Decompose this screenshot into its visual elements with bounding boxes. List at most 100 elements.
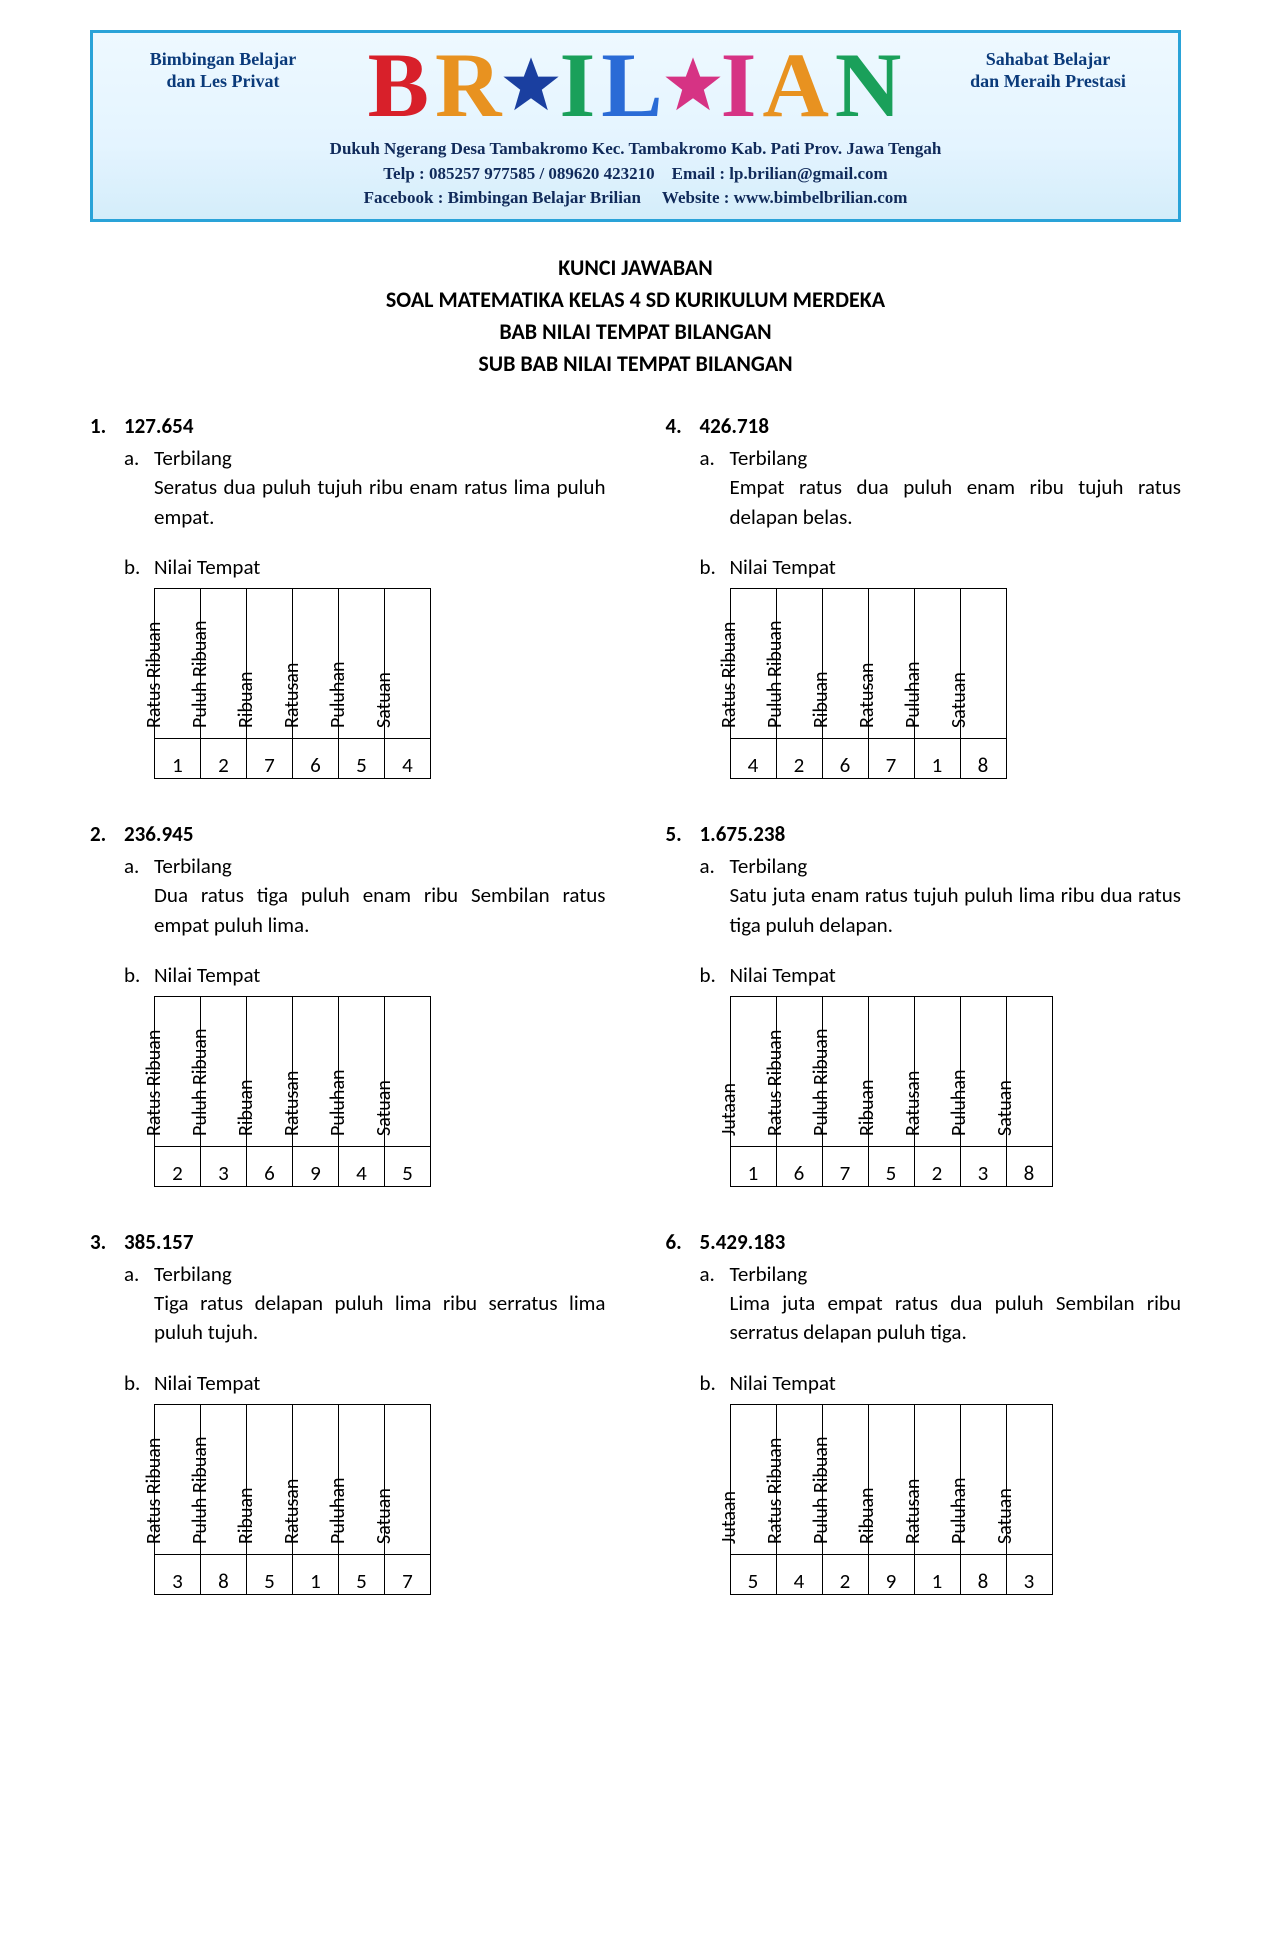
question-heading: 4. 426.718: [666, 413, 1182, 439]
terbilang-label: Terbilang: [730, 1261, 1182, 1287]
title-line-3: BAB NILAI TEMPAT BILANGAN: [90, 316, 1181, 348]
question-value: 5.429.183: [700, 1229, 786, 1255]
table-wrapper: Ratus RibuanPuluh RibuanRibuanRatusanPul…: [730, 588, 1182, 779]
info-phone-email: Telp : 085257 977585 / 089620 423210 Ema…: [113, 162, 1158, 187]
sub-letter-b: b.: [700, 554, 730, 582]
sub-a: a. Terbilang Dua ratus tiga puluh enam r…: [124, 853, 606, 958]
terbilang-text: Tiga ratus delapan puluh lima ribu serra…: [154, 1289, 606, 1348]
brand-letter: A: [762, 39, 830, 131]
question-block: 3. 385.157 a. Terbilang Tiga ratus delap…: [90, 1229, 606, 1595]
table-digit-cell: 5: [339, 1554, 385, 1594]
table-digit-cell: 3: [1006, 1554, 1052, 1594]
sub-b: b. Nilai Tempat: [700, 554, 1182, 582]
table-digit-cell: 8: [1006, 1147, 1052, 1187]
title-line-1: KUNCI JAWABAN: [90, 252, 1181, 284]
header-banner: Bimbingan Belajar dan Les Privat BRILIAN…: [90, 30, 1181, 222]
table-digit-cell: 5: [730, 1554, 776, 1594]
sub-letter-a: a.: [124, 853, 154, 958]
sub-letter-a: a.: [700, 1261, 730, 1366]
sub-b: b. Nilai Tempat: [700, 1370, 1182, 1398]
table-digit-cell: 5: [247, 1554, 293, 1594]
table-digit-cell: 2: [201, 739, 247, 779]
terbilang-text: Dua ratus tiga puluh enam ribu Sembilan …: [154, 881, 606, 940]
table-digit-cell: 7: [868, 739, 914, 779]
terbilang-label: Terbilang: [730, 853, 1182, 879]
column-right: 4. 426.718 a. Terbilang Empat ratus dua …: [666, 413, 1182, 1636]
tagline-right-line1: Sahabat Belajar: [938, 49, 1158, 71]
nilai-tempat-label: Nilai Tempat: [730, 554, 1182, 580]
star-icon: [501, 55, 561, 115]
table-digit-cell: 2: [776, 739, 822, 779]
nilai-tempat-label: Nilai Tempat: [730, 1370, 1182, 1396]
table-wrapper: Ratus RibuanPuluh RibuanRibuanRatusanPul…: [154, 1404, 606, 1595]
banner-top-row: Bimbingan Belajar dan Les Privat BRILIAN…: [113, 43, 1158, 131]
terbilang-label: Terbilang: [730, 445, 1182, 471]
place-value-table: Ratus RibuanPuluh RibuanRibuanRatusanPul…: [154, 996, 431, 1187]
question-number: 2.: [90, 821, 124, 847]
table-digit-cell: 6: [776, 1147, 822, 1187]
table-header-cell: Satuan: [1006, 1404, 1052, 1554]
tagline-right: Sahabat Belajar dan Meraih Prestasi: [938, 43, 1158, 92]
sub-letter-a: a.: [124, 1261, 154, 1366]
question-block: 2. 236.945 a. Terbilang Dua ratus tiga p…: [90, 821, 606, 1187]
brand-letter: I: [721, 39, 759, 131]
sub-letter-b: b.: [124, 1370, 154, 1398]
table-wrapper: Ratus RibuanPuluh RibuanRibuanRatusanPul…: [154, 588, 606, 779]
sub-letter-b: b.: [700, 1370, 730, 1398]
question-value: 236.945: [124, 821, 193, 847]
table-digit-cell: 3: [201, 1147, 247, 1187]
sub-a: a. Terbilang Tiga ratus delapan puluh li…: [124, 1261, 606, 1366]
brand-logo: BRILIAN: [333, 39, 938, 131]
brand-letter: R: [435, 39, 503, 131]
table-digit-cell: 8: [201, 1554, 247, 1594]
table-digit-cell: 6: [822, 739, 868, 779]
table-digit-cell: 3: [155, 1554, 201, 1594]
table-digit-cell: 9: [868, 1554, 914, 1594]
table-digit-cell: 6: [247, 1147, 293, 1187]
sub-b: b. Nilai Tempat: [700, 962, 1182, 990]
terbilang-text: Satu juta enam ratus tujuh puluh lima ri…: [730, 881, 1182, 940]
table-digit-cell: 1: [155, 739, 201, 779]
question-block: 5. 1.675.238 a. Terbilang Satu juta enam…: [666, 821, 1182, 1187]
table-digit-cell: 5: [339, 739, 385, 779]
tagline-right-line2: dan Meraih Prestasi: [938, 71, 1158, 93]
table-wrapper: JutaanRatus RibuanPuluh RibuanRibuanRatu…: [730, 1404, 1182, 1595]
question-heading: 3. 385.157: [90, 1229, 606, 1255]
table-digit-cell: 6: [293, 739, 339, 779]
table-wrapper: JutaanRatus RibuanPuluh RibuanRibuanRatu…: [730, 996, 1182, 1187]
title-line-2: SOAL MATEMATIKA KELAS 4 SD KURIKULUM MER…: [90, 284, 1181, 316]
brand-letter: I: [559, 39, 597, 131]
table-digit-cell: 1: [914, 739, 960, 779]
sub-letter-b: b.: [700, 962, 730, 990]
sub-letter-a: a.: [700, 853, 730, 958]
question-block: 6. 5.429.183 a. Terbilang Lima juta empa…: [666, 1229, 1182, 1595]
tagline-left-line1: Bimbingan Belajar: [113, 49, 333, 71]
table-header-cell: Satuan: [385, 997, 431, 1147]
nilai-tempat-label: Nilai Tempat: [154, 1370, 606, 1396]
table-digit-cell: 4: [385, 739, 431, 779]
table-digit-cell: 2: [155, 1147, 201, 1187]
sub-b: b. Nilai Tempat: [124, 1370, 606, 1398]
table-digit-cell: 4: [776, 1554, 822, 1594]
table-header-cell: Satuan: [960, 589, 1006, 739]
sub-letter-b: b.: [124, 554, 154, 582]
table-digit-cell: 9: [293, 1147, 339, 1187]
tagline-left: Bimbingan Belajar dan Les Privat: [113, 43, 333, 92]
terbilang-label: Terbilang: [154, 853, 606, 879]
table-digit-cell: 4: [730, 739, 776, 779]
table-digit-cell: 7: [247, 739, 293, 779]
question-number: 3.: [90, 1229, 124, 1255]
sub-letter-b: b.: [124, 962, 154, 990]
document-title: KUNCI JAWABAN SOAL MATEMATIKA KELAS 4 SD…: [90, 252, 1181, 380]
table-digit-cell: 1: [293, 1554, 339, 1594]
place-value-table: Ratus RibuanPuluh RibuanRibuanRatusanPul…: [730, 588, 1007, 779]
question-block: 4. 426.718 a. Terbilang Empat ratus dua …: [666, 413, 1182, 779]
title-line-4: SUB BAB NILAI TEMPAT BILANGAN: [90, 348, 1181, 380]
table-digit-cell: 2: [914, 1147, 960, 1187]
table-digit-cell: 4: [339, 1147, 385, 1187]
question-number: 1.: [90, 413, 124, 439]
sub-b: b. Nilai Tempat: [124, 962, 606, 990]
table-digit-cell: 1: [730, 1147, 776, 1187]
table-digit-cell: 1: [914, 1554, 960, 1594]
nilai-tempat-label: Nilai Tempat: [730, 962, 1182, 988]
